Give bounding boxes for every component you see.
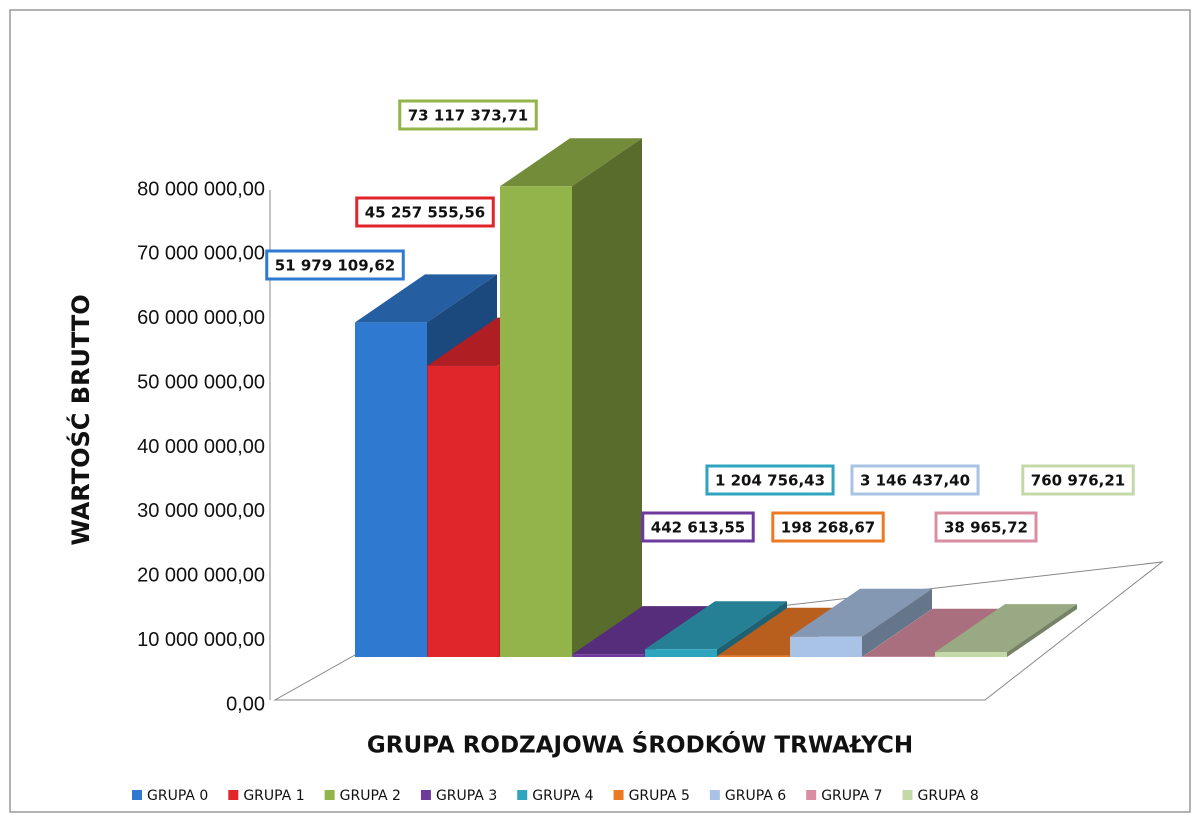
bar <box>500 186 572 658</box>
legend-swatch <box>228 790 239 800</box>
value-label-box <box>265 249 405 281</box>
floor <box>273 561 1164 701</box>
bar-side <box>862 588 932 657</box>
legend-label: GRUPA 3 <box>436 788 497 804</box>
bar-side <box>1007 604 1077 657</box>
y-tick-label: 20 000 000,00 <box>137 565 265 587</box>
value-label-box <box>934 511 1038 543</box>
value-label-box <box>1021 464 1135 496</box>
bar-side <box>717 601 787 657</box>
value-label: 198 268,67 <box>781 519 875 537</box>
x-axis-title: GRUPA RODZAJOWA ŚRODKÓW TRWAŁYCH <box>367 731 913 759</box>
y-tick-label: 50 000 000,00 <box>137 371 265 393</box>
value-label-box <box>398 99 538 131</box>
legend-swatch <box>902 790 913 800</box>
value-label: 73 117 373,71 <box>408 107 529 125</box>
bar-top <box>790 588 932 637</box>
legend-label: GRUPA 0 <box>147 788 208 804</box>
value-label: 1 204 756,43 <box>715 472 825 490</box>
y-tick-label: 80 000 000,00 <box>137 178 265 200</box>
value-label: 442 613,55 <box>651 519 745 537</box>
legend-swatch <box>324 790 335 800</box>
bar-top <box>572 606 715 655</box>
value-label: 38 965,72 <box>944 519 1028 537</box>
bar-top <box>645 601 787 650</box>
legend-label: GRUPA 6 <box>725 788 786 804</box>
bar-top <box>500 138 642 187</box>
bar <box>355 322 427 657</box>
legend-swatch <box>806 790 817 800</box>
value-label-box <box>641 511 755 543</box>
y-tick-label: 0,00 <box>226 693 265 715</box>
y-tick-label: 70 000 000,00 <box>137 243 265 265</box>
legend-swatch <box>613 790 624 800</box>
value-label: 45 257 555,56 <box>365 204 486 222</box>
value-label-box <box>850 464 980 496</box>
value-label: 760 976,21 <box>1031 472 1125 490</box>
y-tick-label: 30 000 000,00 <box>137 500 265 522</box>
value-label-box <box>771 511 885 543</box>
value-label: 3 146 437,40 <box>860 472 970 490</box>
bar <box>717 655 790 657</box>
value-label: 51 979 109,62 <box>275 257 396 275</box>
bar <box>790 636 862 657</box>
bar <box>572 654 645 657</box>
bar <box>935 652 1007 657</box>
legend-swatch <box>517 790 528 800</box>
legend-label: GRUPA 4 <box>532 788 593 804</box>
legend-swatch <box>132 790 142 800</box>
legend-label: GRUPA 1 <box>243 788 304 804</box>
bar-top <box>355 274 497 323</box>
y-tick-label: 40 000 000,00 <box>137 436 265 458</box>
legend-label: GRUPA 5 <box>629 788 690 804</box>
legend-label: GRUPA 8 <box>918 788 979 804</box>
bar <box>645 649 717 657</box>
y-axis-title: WARTOŚĆ BRUTTO <box>65 294 95 545</box>
y-tick-label: 60 000 000,00 <box>137 307 265 329</box>
legend-label: GRUPA 2 <box>340 788 401 804</box>
legend-swatch <box>420 790 431 800</box>
legend-label: GRUPA 7 <box>821 788 882 804</box>
bar-top <box>862 608 1005 657</box>
value-label-box <box>355 196 495 228</box>
legend-swatch <box>709 790 720 800</box>
y-tick-label: 10 000 000,00 <box>137 629 265 651</box>
bar-top <box>935 604 1077 653</box>
value-label-box <box>705 464 835 496</box>
bar-side <box>572 138 642 658</box>
bar <box>427 365 500 657</box>
